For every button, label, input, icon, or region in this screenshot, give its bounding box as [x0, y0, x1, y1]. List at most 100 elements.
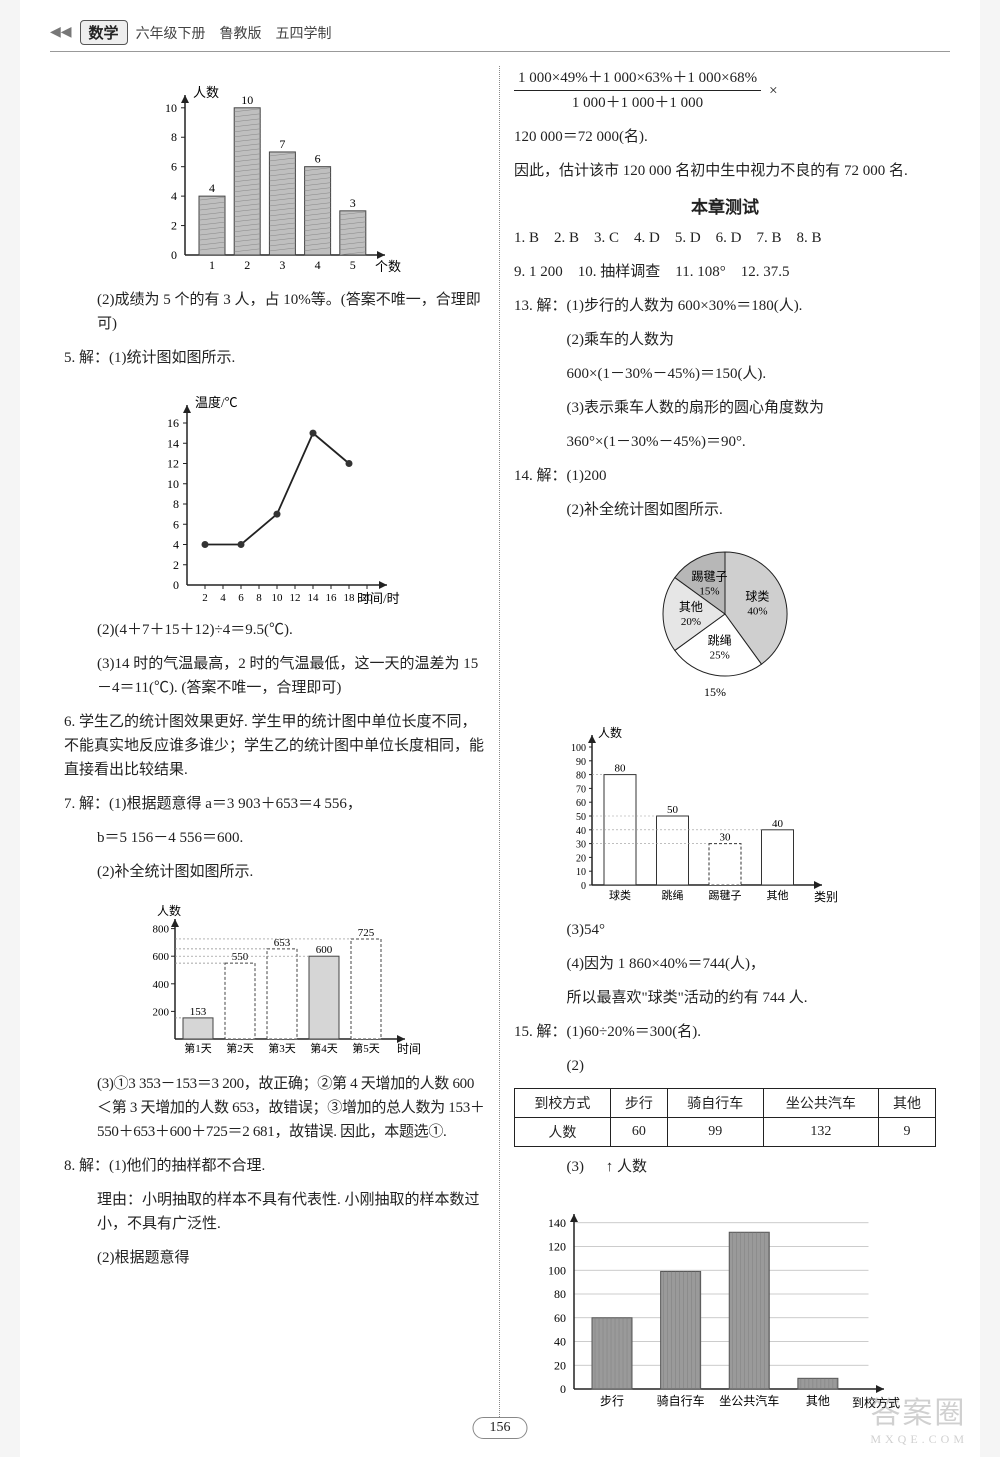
table-header-cell: 骑自行车 — [667, 1089, 763, 1118]
svg-text:14: 14 — [308, 592, 320, 604]
svg-text:温度/℃: 温度/℃ — [195, 395, 238, 410]
q14-2: (2)补全统计图如图所示. — [514, 498, 936, 522]
svg-text:4: 4 — [314, 258, 320, 272]
svg-text:第2天: 第2天 — [226, 1041, 254, 1055]
svg-text:人数: 人数 — [157, 903, 181, 918]
svg-text:8: 8 — [173, 497, 179, 511]
svg-text:12: 12 — [167, 457, 179, 471]
svg-text:7: 7 — [279, 137, 285, 151]
table-cell: 99 — [667, 1118, 763, 1147]
svg-text:16: 16 — [167, 416, 179, 430]
svg-text:4: 4 — [171, 189, 177, 203]
svg-text:20: 20 — [576, 853, 586, 864]
table-cell: 60 — [610, 1118, 667, 1147]
q5-head: 5. 解：(1)统计图如图所示. — [64, 346, 485, 370]
svg-text:10: 10 — [272, 592, 284, 604]
svg-text:第5天: 第5天 — [352, 1041, 380, 1055]
svg-text:第1天: 第1天 — [184, 1041, 212, 1055]
svg-text:其他: 其他 — [806, 1394, 830, 1408]
svg-text:20: 20 — [362, 592, 374, 604]
svg-text:3: 3 — [279, 258, 285, 272]
svg-text:60: 60 — [554, 1311, 566, 1325]
svg-text:球类: 球类 — [609, 888, 631, 902]
q14-3: (3)54° — [514, 918, 936, 942]
svg-text:200: 200 — [152, 1006, 169, 1018]
svg-text:800: 800 — [152, 924, 169, 936]
svg-text:6: 6 — [171, 160, 177, 174]
svg-text:16: 16 — [326, 592, 338, 604]
header-arrows: ◀◀ — [50, 24, 72, 41]
fill-answers: 9. 1 200 10. 抽样调查 11. 108° 12. 37.5 — [514, 260, 936, 284]
table-cell: 132 — [763, 1118, 878, 1147]
right-column: 1 000×49%＋1 000×63%＋1 000×68% 1 000＋1 00… — [500, 66, 950, 1427]
q14-1: 14. 解：(1)200 — [514, 464, 936, 488]
svg-text:2: 2 — [173, 558, 179, 572]
svg-text:0: 0 — [173, 578, 179, 592]
svg-text:14: 14 — [167, 436, 179, 450]
svg-text:400: 400 — [152, 979, 169, 991]
watermark: 答案圈 MXQE.COM — [870, 1388, 968, 1447]
q13-2a: (2)乘车的人数为 — [514, 328, 936, 352]
svg-text:1: 1 — [209, 258, 215, 272]
svg-text:600: 600 — [152, 951, 169, 963]
svg-text:10: 10 — [165, 101, 177, 115]
svg-text:坐公共汽车: 坐公共汽车 — [719, 1393, 779, 1408]
svg-text:80: 80 — [576, 771, 586, 782]
svg-text:第4天: 第4天 — [310, 1041, 338, 1055]
svg-text:10: 10 — [241, 93, 253, 107]
svg-text:25%: 25% — [710, 650, 730, 662]
svg-text:0: 0 — [581, 881, 586, 892]
svg-text:0: 0 — [171, 248, 177, 262]
q7-head: 7. 解：(1)根据题意得 a＝3 903＋653＝4 556， — [64, 792, 485, 816]
q13-3b: 360°×(1－30%－45%)＝90°. — [514, 430, 936, 454]
svg-text:4: 4 — [220, 592, 226, 604]
svg-text:60: 60 — [576, 798, 586, 809]
svg-text:550: 550 — [231, 951, 248, 963]
svg-text:40: 40 — [576, 826, 586, 837]
q7-3: (3)①3 353－153＝3 200，故正确；②第 4 天增加的人数 600＜… — [64, 1072, 485, 1144]
svg-text:8: 8 — [171, 130, 177, 144]
frac-den: 1 000＋1 000＋1 000 — [514, 91, 761, 115]
svg-text:20%: 20% — [681, 616, 701, 628]
svg-text:第3天: 第3天 — [268, 1041, 296, 1055]
svg-text:2: 2 — [202, 592, 208, 604]
chart4-bar-categories: 人数类别010203040506070809010080球类50跳绳30踢毽子4… — [514, 710, 936, 910]
frac-num: 1 000×49%＋1 000×63%＋1 000×68% — [514, 66, 761, 91]
svg-text:人数: 人数 — [598, 725, 622, 740]
chart1-barcount: 人数个数246810041102736435 — [64, 70, 485, 280]
svg-text:15%: 15% — [699, 586, 719, 598]
svg-text:30: 30 — [576, 840, 586, 851]
svg-text:100: 100 — [548, 1263, 566, 1277]
svg-text:跳绳: 跳绳 — [708, 634, 732, 648]
chart2-line-temp: 温度/℃时间/时24681012141602468101214161820 — [64, 380, 485, 610]
q5-3: (3)14 时的气温最高，2 时的气温最低，这一天的温差为 15－4＝11(℃)… — [64, 652, 485, 700]
q13-3a: (3)表示乘车人数的扇形的圆心角度数为 — [514, 396, 936, 420]
svg-text:140: 140 — [548, 1216, 566, 1230]
q15-3-label: (3) ↑ 人数 — [514, 1155, 936, 1179]
page-number: 156 — [473, 1417, 528, 1439]
svg-text:4: 4 — [173, 538, 179, 552]
q8-head: 8. 解：(1)他们的抽样都不合理. — [64, 1154, 485, 1178]
section-title: 本章测试 — [514, 193, 936, 218]
svg-text:步行: 步行 — [600, 1394, 624, 1408]
svg-text:10: 10 — [167, 477, 179, 491]
svg-text:80: 80 — [615, 763, 627, 775]
page-header: ◀◀ 数学 六年级下册 鲁教版 五四学制 — [50, 20, 950, 52]
q7-2: (2)补全统计图如图所示. — [64, 860, 485, 884]
q14-4b: 所以最喜欢"球类"活动的约有 744 人. — [514, 986, 936, 1010]
svg-text:10: 10 — [576, 867, 586, 878]
table-header-cell: 坐公共汽车 — [763, 1089, 878, 1118]
svg-text:50: 50 — [667, 804, 679, 816]
chart5-bar-transport: 204060801001201400到校方式步行骑自行车坐公共汽车其他 — [514, 1189, 936, 1419]
frac-tail: × — [769, 79, 777, 103]
svg-text:120: 120 — [548, 1240, 566, 1254]
header-rest: 六年级下册 鲁教版 五四学制 — [136, 23, 332, 43]
svg-text:其他: 其他 — [679, 600, 703, 614]
table-row-label: 人数 — [515, 1118, 611, 1147]
svg-text:个数: 个数 — [375, 259, 401, 274]
svg-text:725: 725 — [357, 927, 374, 939]
svg-text:8: 8 — [256, 592, 262, 604]
mc-answers: 1. B 2. B 3. C 4. D 5. D 6. D 7. B 8. B — [514, 226, 936, 250]
left-column: 人数个数246810041102736435 (2)成绩为 5 个的有 3 人，… — [50, 66, 500, 1427]
conclude: 因此，估计该市 120 000 名初中生中视力不良的有 72 000 名. — [514, 159, 936, 183]
